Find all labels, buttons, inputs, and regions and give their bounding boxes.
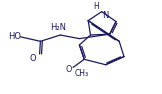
Text: O: O xyxy=(30,54,37,63)
Text: HO: HO xyxy=(8,32,21,41)
Text: O: O xyxy=(66,65,72,74)
Text: H: H xyxy=(93,2,98,11)
Text: N: N xyxy=(102,11,108,20)
Text: CH₃: CH₃ xyxy=(75,69,89,78)
Text: H₂N: H₂N xyxy=(50,23,66,32)
